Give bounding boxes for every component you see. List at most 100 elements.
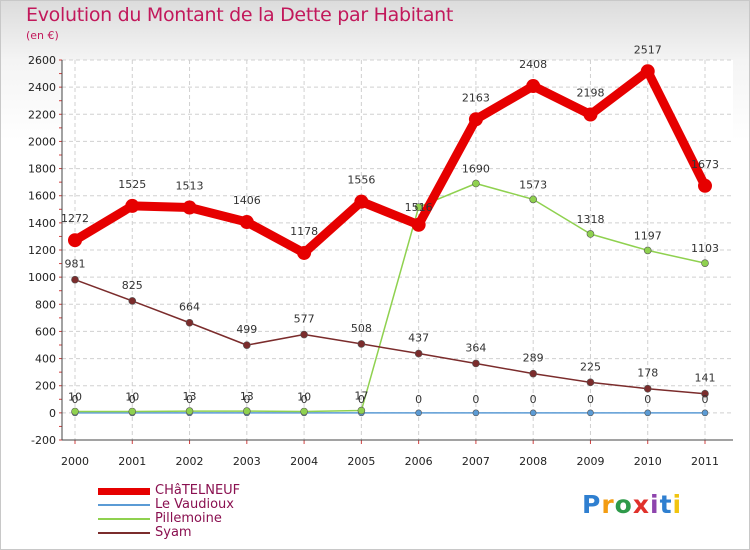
data-label: 0 (358, 393, 365, 406)
data-point (698, 178, 712, 193)
data-label: 0 (129, 393, 136, 406)
data-label: 2408 (519, 58, 547, 71)
series-line (74, 182, 706, 413)
data-label: 981 (65, 258, 86, 271)
data-point (185, 407, 194, 415)
data-point (71, 407, 79, 416)
y-tick-label: 2200 (28, 108, 56, 121)
series-line (70, 66, 710, 258)
y-tick-label: 1800 (28, 163, 56, 176)
proxiti-logo: Proxiti (582, 490, 683, 519)
y-tick-label: 2400 (28, 81, 56, 94)
data-label: 13 (240, 390, 254, 403)
chart-unit: (en €) (26, 29, 59, 42)
data-point (128, 407, 137, 416)
data-label: 10 (68, 391, 82, 404)
data-label: 1197 (634, 229, 662, 242)
data-point (472, 179, 480, 188)
data-label: 0 (472, 393, 479, 406)
data-point (357, 340, 366, 348)
y-tick-label: 1000 (28, 271, 56, 284)
data-point (71, 275, 79, 284)
x-tick-label: 2006 (405, 455, 433, 468)
data-point (239, 215, 254, 230)
data-point (529, 369, 537, 378)
data-point (529, 409, 537, 417)
data-label: 437 (408, 332, 429, 345)
data-label: 1406 (233, 194, 261, 207)
x-tick-label: 2004 (290, 455, 318, 468)
data-label: 0 (243, 393, 250, 406)
data-label: 1690 (462, 163, 490, 176)
data-point (586, 230, 595, 238)
data-label: 825 (122, 279, 143, 292)
legend-label: Le Vaudioux (155, 497, 234, 512)
data-label: 141 (695, 372, 716, 385)
data-point (468, 112, 483, 127)
data-label: 0 (415, 393, 422, 406)
y-tick-label: 400 (35, 353, 56, 366)
data-point (701, 389, 709, 398)
data-label: 0 (587, 393, 594, 406)
data-label: 2163 (462, 91, 490, 104)
data-point (529, 195, 537, 204)
x-tick-label: 2005 (347, 455, 375, 468)
data-point (354, 194, 369, 209)
data-label: 0 (301, 393, 308, 406)
x-tick-label: 2001 (118, 455, 146, 468)
y-tick-label: 1600 (28, 190, 56, 203)
data-point (701, 409, 709, 417)
data-label: 1516 (405, 201, 433, 214)
data-point (472, 409, 480, 417)
legend-item: Pillemoine (98, 512, 240, 526)
data-point (701, 259, 709, 267)
data-point (182, 200, 197, 215)
legend-label: CHâTELNEUF (155, 483, 241, 498)
data-label: 0 (186, 393, 193, 406)
y-tick-label: 600 (35, 325, 56, 338)
data-point (583, 107, 598, 122)
y-tick-label: 2600 (28, 54, 56, 67)
data-point (587, 409, 594, 417)
legend-item: Syam (98, 526, 240, 540)
data-label: 1525 (118, 178, 146, 191)
data-label: 13 (183, 390, 197, 403)
data-point (297, 245, 312, 260)
data-point (125, 198, 140, 213)
data-point (128, 297, 137, 305)
data-label: 225 (580, 360, 601, 373)
y-tick-label: 1400 (28, 217, 56, 230)
y-tick-label: 800 (35, 298, 56, 311)
y-tick-label: -200 (31, 434, 56, 447)
plot-area (62, 60, 733, 440)
data-label: 1178 (290, 225, 318, 238)
x-tick-label: 2010 (634, 455, 662, 468)
data-label: 499 (236, 323, 257, 336)
y-tick-label: 0 (49, 407, 56, 420)
data-label: 1103 (691, 242, 719, 255)
data-label: 0 (702, 393, 709, 406)
legend-swatch (98, 504, 150, 506)
data-point (643, 246, 652, 255)
data-label: 1513 (176, 180, 204, 193)
y-tick-label: 200 (35, 380, 56, 393)
data-point (472, 359, 480, 368)
chart-title: Evolution du Montant de la Dette par Hab… (26, 4, 454, 26)
legend-swatch (98, 487, 150, 495)
data-label: 664 (179, 301, 200, 314)
y-tick-label: 2000 (28, 135, 56, 148)
legend-swatch (98, 532, 150, 534)
legend-label: Syam (155, 525, 192, 540)
data-label: 1673 (691, 158, 719, 171)
data-point (414, 203, 423, 211)
data-point (414, 349, 423, 358)
legend: CHâTELNEUF Le Vaudioux Pillemoine Syam (98, 484, 240, 540)
data-label: 0 (644, 393, 651, 406)
x-tick-label: 2002 (176, 455, 204, 468)
data-point (411, 217, 426, 232)
data-point (415, 409, 422, 417)
legend-swatch (98, 518, 150, 520)
legend-item: CHâTELNEUF (98, 484, 240, 498)
data-point (68, 233, 82, 248)
